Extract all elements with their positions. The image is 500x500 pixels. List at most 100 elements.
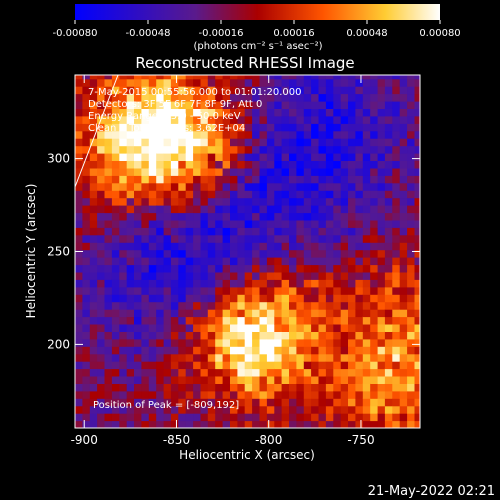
heatmap-cell [362,138,371,147]
heatmap-cell [311,331,320,340]
heatmap-cell [318,294,327,303]
heatmap-cell [399,93,408,102]
heatmap-cell [148,219,157,228]
heatmap-cell [274,376,283,384]
heatmap-cell [170,130,179,139]
heatmap-cell [281,257,290,266]
heatmap-cell [289,123,297,132]
heatmap-cell [230,301,238,310]
heatmap-cell [141,309,150,318]
heatmap-cell [303,234,312,243]
heatmap-cell [148,324,157,332]
heatmap-cell [266,301,275,310]
heatmap-cell [303,353,312,362]
heatmap-cell [148,197,157,206]
heatmap-cell [318,212,327,221]
heatmap-cell [244,353,253,362]
heatmap-cell [244,338,253,347]
heatmap-cell [259,376,268,384]
heatmap-cell [126,138,135,147]
heatmap-cell [325,324,334,332]
heatmap-cell [89,338,98,347]
heatmap-cell [207,115,216,124]
heatmap-cell [311,115,320,124]
heatmap-cell [384,324,393,332]
heatmap-cell [141,212,150,221]
heatmap-cell [230,75,238,80]
heatmap-cell [311,197,320,206]
x-tick-label: -900 [71,433,98,447]
heatmap-cell [296,153,305,161]
heatmap-cell [274,338,283,347]
heatmap-cell [348,264,356,273]
heatmap-cell [163,286,172,295]
heatmap-cell [148,160,157,169]
heatmap-cell [82,75,91,80]
heatmap-cell [355,338,364,347]
heatmap-cell [185,331,194,340]
heatmap-cell [370,197,379,206]
heatmap-cell [392,405,401,414]
heatmap-cell [259,212,268,221]
heatmap-cell [82,420,91,428]
heatmap-cell [111,227,120,236]
heatmap-cell [281,145,290,154]
heatmap-cell [399,138,408,147]
heatmap-cell [156,219,165,228]
heatmap-cell [75,309,83,318]
heatmap-cell [274,346,283,355]
heatmap-cell [207,264,216,273]
heatmap-cell [399,190,408,199]
heatmap-cell [75,398,83,407]
heatmap-cell [178,249,187,258]
heatmap-cell [252,182,261,191]
heatmap-cell [111,160,120,169]
heatmap-cell [362,294,371,303]
heatmap-cell [399,182,408,191]
heatmap-cell [119,353,128,362]
heatmap-cell [333,86,342,95]
heatmap-cell [414,338,420,347]
heatmap-cell [370,257,379,266]
heatmap-cell [355,376,364,384]
heatmap-cell [156,86,165,95]
heatmap-cell [178,353,187,362]
heatmap-cell [399,383,408,392]
heatmap-cell [296,294,305,303]
heatmap-cell [325,249,334,258]
heatmap-cell [126,227,135,236]
heatmap-cell [392,153,401,161]
heatmap-cell [384,413,393,422]
heatmap-cell [148,301,157,310]
heatmap-cell [104,316,113,325]
heatmap-cell [311,286,320,295]
heatmap-cell [377,86,386,95]
heatmap-cell [237,249,246,258]
heatmap-cell [362,101,371,109]
heatmap-cell [82,227,91,236]
heatmap-cell [119,301,128,310]
heatmap-cell [384,279,393,288]
heatmap-cell [252,212,261,221]
heatmap-cell [348,257,356,266]
heatmap-cell [230,93,238,102]
heatmap-cell [384,175,393,184]
heatmap-cell [244,383,253,392]
heatmap-cell [200,78,209,87]
heatmap-cell [362,242,371,251]
colorbar-tick-label: 0.00080 [419,28,460,39]
heatmap-cell [237,376,246,384]
heatmap-cell [82,219,91,228]
heatmap-cell [362,338,371,347]
heatmap-cell [311,361,320,370]
heatmap-cell [156,75,165,80]
heatmap-cell [104,123,113,132]
heatmap-cell [303,346,312,355]
heatmap-cell [340,123,349,132]
heatmap-cell [97,383,106,392]
heatmap-cell [370,383,379,392]
heatmap-cell [89,212,98,221]
heatmap-cell [104,197,113,206]
heatmap-cell [244,78,253,87]
heatmap-cell [362,219,371,228]
